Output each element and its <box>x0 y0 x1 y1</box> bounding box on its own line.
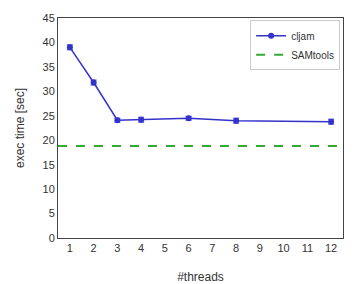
svg-text:35: 35 <box>43 61 55 73</box>
svg-text:12: 12 <box>325 242 337 254</box>
svg-text:cljam: cljam <box>291 31 314 42</box>
svg-text:#threads: #threads <box>177 270 224 284</box>
svg-text:6: 6 <box>186 242 192 254</box>
svg-text:15: 15 <box>43 159 55 171</box>
svg-text:11: 11 <box>302 242 313 254</box>
svg-text:10: 10 <box>43 183 55 195</box>
svg-text:25: 25 <box>43 110 55 122</box>
svg-text:45: 45 <box>43 12 55 24</box>
svg-text:SAMtools: SAMtools <box>291 50 334 61</box>
svg-text:30: 30 <box>43 85 55 97</box>
svg-text:5: 5 <box>49 207 55 219</box>
svg-text:0: 0 <box>49 232 55 244</box>
svg-text:7: 7 <box>209 242 215 254</box>
svg-text:5: 5 <box>162 242 168 254</box>
svg-text:10: 10 <box>278 242 290 254</box>
svg-text:exec time [sec]: exec time [sec] <box>13 88 27 168</box>
svg-text:4: 4 <box>138 242 144 254</box>
svg-text:8: 8 <box>233 242 239 254</box>
svg-text:20: 20 <box>43 134 55 146</box>
svg-text:3: 3 <box>114 242 120 254</box>
svg-text:1: 1 <box>67 242 73 254</box>
svg-text:9: 9 <box>257 242 263 254</box>
svg-text:40: 40 <box>43 36 55 48</box>
svg-text:2: 2 <box>91 242 97 254</box>
